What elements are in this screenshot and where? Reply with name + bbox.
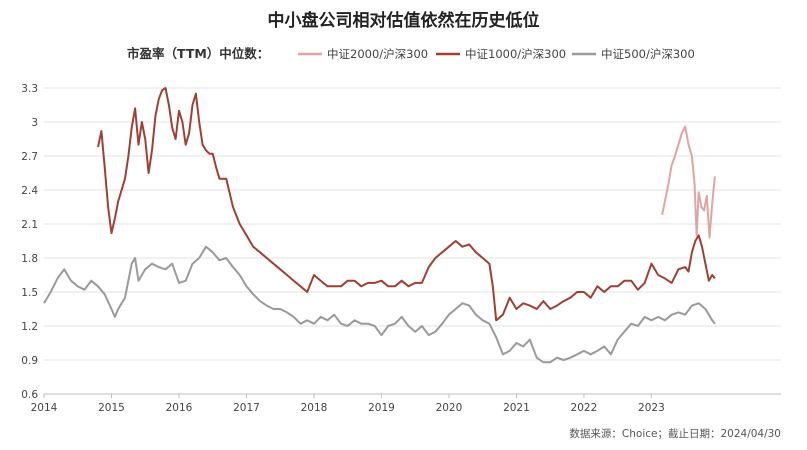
x-tick-label: 2016 (166, 402, 193, 414)
x-tick-label: 2019 (368, 402, 395, 414)
y-tick-label: 2.1 (21, 219, 38, 231)
y-tick-label: 2.4 (21, 185, 38, 197)
source-note: 数据来源：Choice；截止日期：2024/04/30 (569, 427, 781, 440)
x-tick-label: 2017 (233, 402, 260, 414)
x-tick-label: 2020 (436, 402, 463, 414)
x-tick-label: 2023 (638, 402, 665, 414)
series-layer (43, 87, 716, 364)
y-tick-label: 0.6 (21, 389, 38, 401)
legend-label: 中证500/沪深300 (601, 47, 695, 61)
x-tick-label: 2015 (98, 402, 125, 414)
x-tick-label: 2022 (571, 402, 598, 414)
chart-title: 中小盘公司相对估值依然在历史低位 (268, 10, 540, 31)
y-tick-label: 1.2 (21, 321, 38, 333)
y-tick-label: 3.3 (21, 83, 38, 95)
legend-prefix: 市盈率（TTM）中位数： (127, 46, 269, 61)
legend: 市盈率（TTM）中位数： 中证2000/沪深300 中证1000/沪深300 中证5… (127, 46, 695, 61)
x-tick-label: 2018 (301, 402, 328, 414)
x-tick-label: 2014 (31, 402, 58, 414)
series-line (43, 245, 716, 364)
y-tick-label: 0.9 (21, 355, 38, 367)
legend-label: 中证1000/沪深300 (465, 47, 566, 61)
x-tick-label: 2021 (503, 402, 530, 414)
y-tick-label: 2.7 (21, 151, 38, 163)
series-line (97, 87, 716, 322)
y-tick-label: 1.8 (21, 253, 38, 265)
legend-label: 中证2000/沪深300 (327, 47, 428, 61)
y-tick-label: 3 (31, 117, 38, 129)
y-tick-label: 1.5 (21, 287, 38, 299)
series-line (661, 125, 716, 239)
